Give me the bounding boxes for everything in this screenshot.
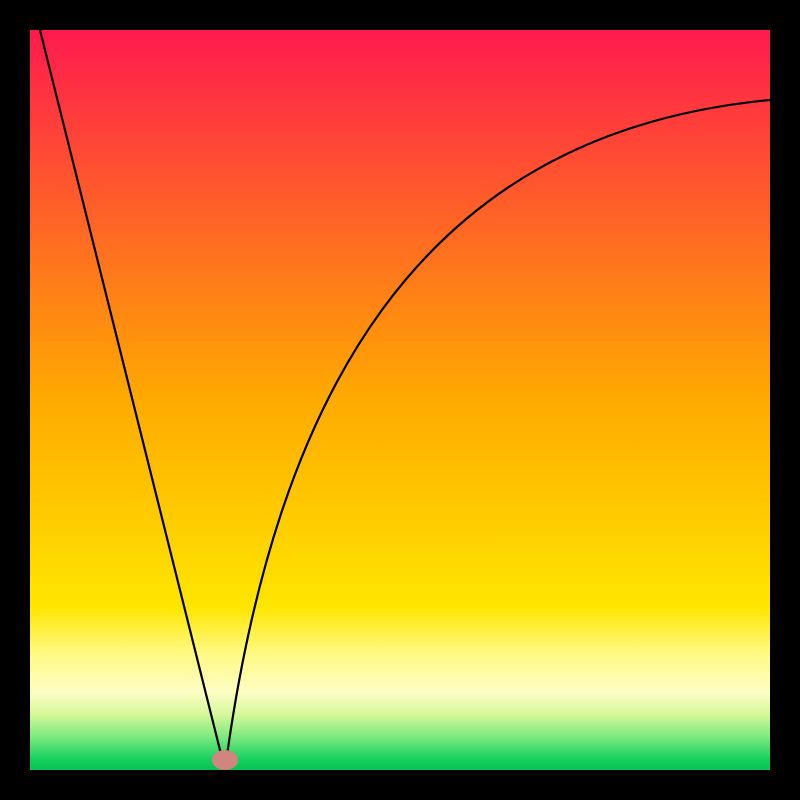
curve-left-branch [40,30,225,770]
curve-layer [30,30,770,770]
plot-border-left [0,0,30,800]
chart-stage: TheBottleneck.com [0,0,800,800]
plot-border-bottom [0,770,800,800]
curve-right-branch [225,100,770,770]
plot-border-right [770,0,800,800]
minimum-marker [212,750,238,770]
plot-border-top [0,0,800,30]
